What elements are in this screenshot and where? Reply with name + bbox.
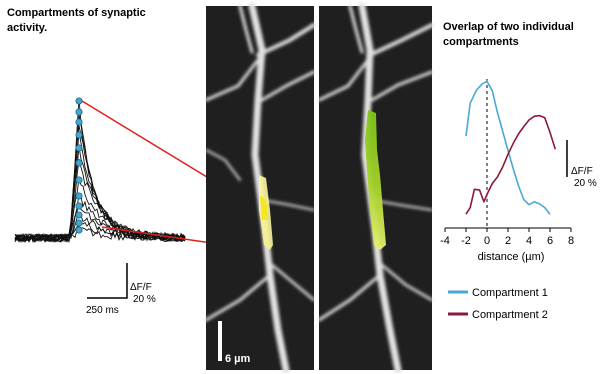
peak-marker bbox=[75, 131, 83, 139]
calcium-trace bbox=[14, 98, 186, 243]
x-tick-label: 2 bbox=[505, 235, 511, 247]
x-tick-label: 8 bbox=[568, 235, 574, 247]
peak-marker bbox=[75, 118, 83, 126]
peak-marker bbox=[75, 219, 83, 227]
right-scale-bar: ΔF/F 20 % bbox=[566, 140, 597, 189]
overlap-chart: -4 -2 0 2 4 6 8 distance (µm) bbox=[440, 79, 574, 263]
x-tick-label: -4 bbox=[440, 235, 450, 247]
left-title-line2: activity. bbox=[7, 22, 47, 34]
micrograph-1: 6 µm bbox=[204, 2, 316, 374]
calcium-traces bbox=[14, 98, 186, 244]
peak-marker bbox=[75, 144, 83, 152]
trace-peak-markers bbox=[75, 97, 83, 234]
right-title-line1: Overlap of two individual bbox=[443, 21, 574, 33]
left-scale-y-value: 20 % bbox=[133, 294, 156, 305]
legend-label-2: Compartment 2 bbox=[472, 309, 548, 321]
peak-marker bbox=[75, 192, 83, 200]
calcium-trace bbox=[14, 146, 186, 243]
peak-marker bbox=[75, 211, 83, 219]
series-line-2 bbox=[465, 114, 557, 215]
right-panel: Overlap of two individual compartments -… bbox=[440, 21, 597, 321]
calcium-trace bbox=[14, 202, 186, 243]
peak-marker bbox=[75, 226, 83, 234]
left-scale-bar: ΔF/F 20 % 250 ms bbox=[86, 263, 156, 316]
micrograph-2 bbox=[317, 2, 434, 374]
calcium-trace bbox=[14, 226, 186, 243]
x-tick-label: 6 bbox=[547, 235, 553, 247]
peak-marker bbox=[75, 202, 83, 210]
x-tick-label: -2 bbox=[461, 235, 471, 247]
left-title-line1: Compartments of synaptic bbox=[7, 7, 146, 19]
peak-marker bbox=[75, 176, 83, 184]
peak-marker bbox=[75, 108, 83, 116]
left-panel: Compartments of synaptic activity. ΔF/F … bbox=[7, 7, 268, 316]
x-tick-label: 0 bbox=[484, 235, 490, 247]
x-axis-label: distance (µm) bbox=[478, 251, 545, 263]
compartment-highlight-2 bbox=[365, 110, 386, 250]
micrograph-scale-bar bbox=[218, 321, 222, 361]
left-scale-x-label: 250 ms bbox=[86, 305, 119, 316]
right-scale-y-value: 20 % bbox=[574, 178, 597, 189]
peak-marker bbox=[75, 159, 83, 167]
x-tick-label: 4 bbox=[526, 235, 532, 247]
chart-legend: Compartment 1 Compartment 2 bbox=[448, 287, 548, 321]
legend-label-1: Compartment 1 bbox=[472, 287, 548, 299]
series-line-1 bbox=[465, 80, 551, 215]
right-scale-y-label: ΔF/F bbox=[571, 166, 593, 177]
micrograph-scale-label: 6 µm bbox=[225, 353, 251, 365]
calcium-trace bbox=[14, 125, 186, 243]
peak-marker bbox=[75, 97, 83, 105]
left-scale-y-label: ΔF/F bbox=[130, 282, 152, 293]
right-title-line2: compartments bbox=[443, 36, 519, 48]
